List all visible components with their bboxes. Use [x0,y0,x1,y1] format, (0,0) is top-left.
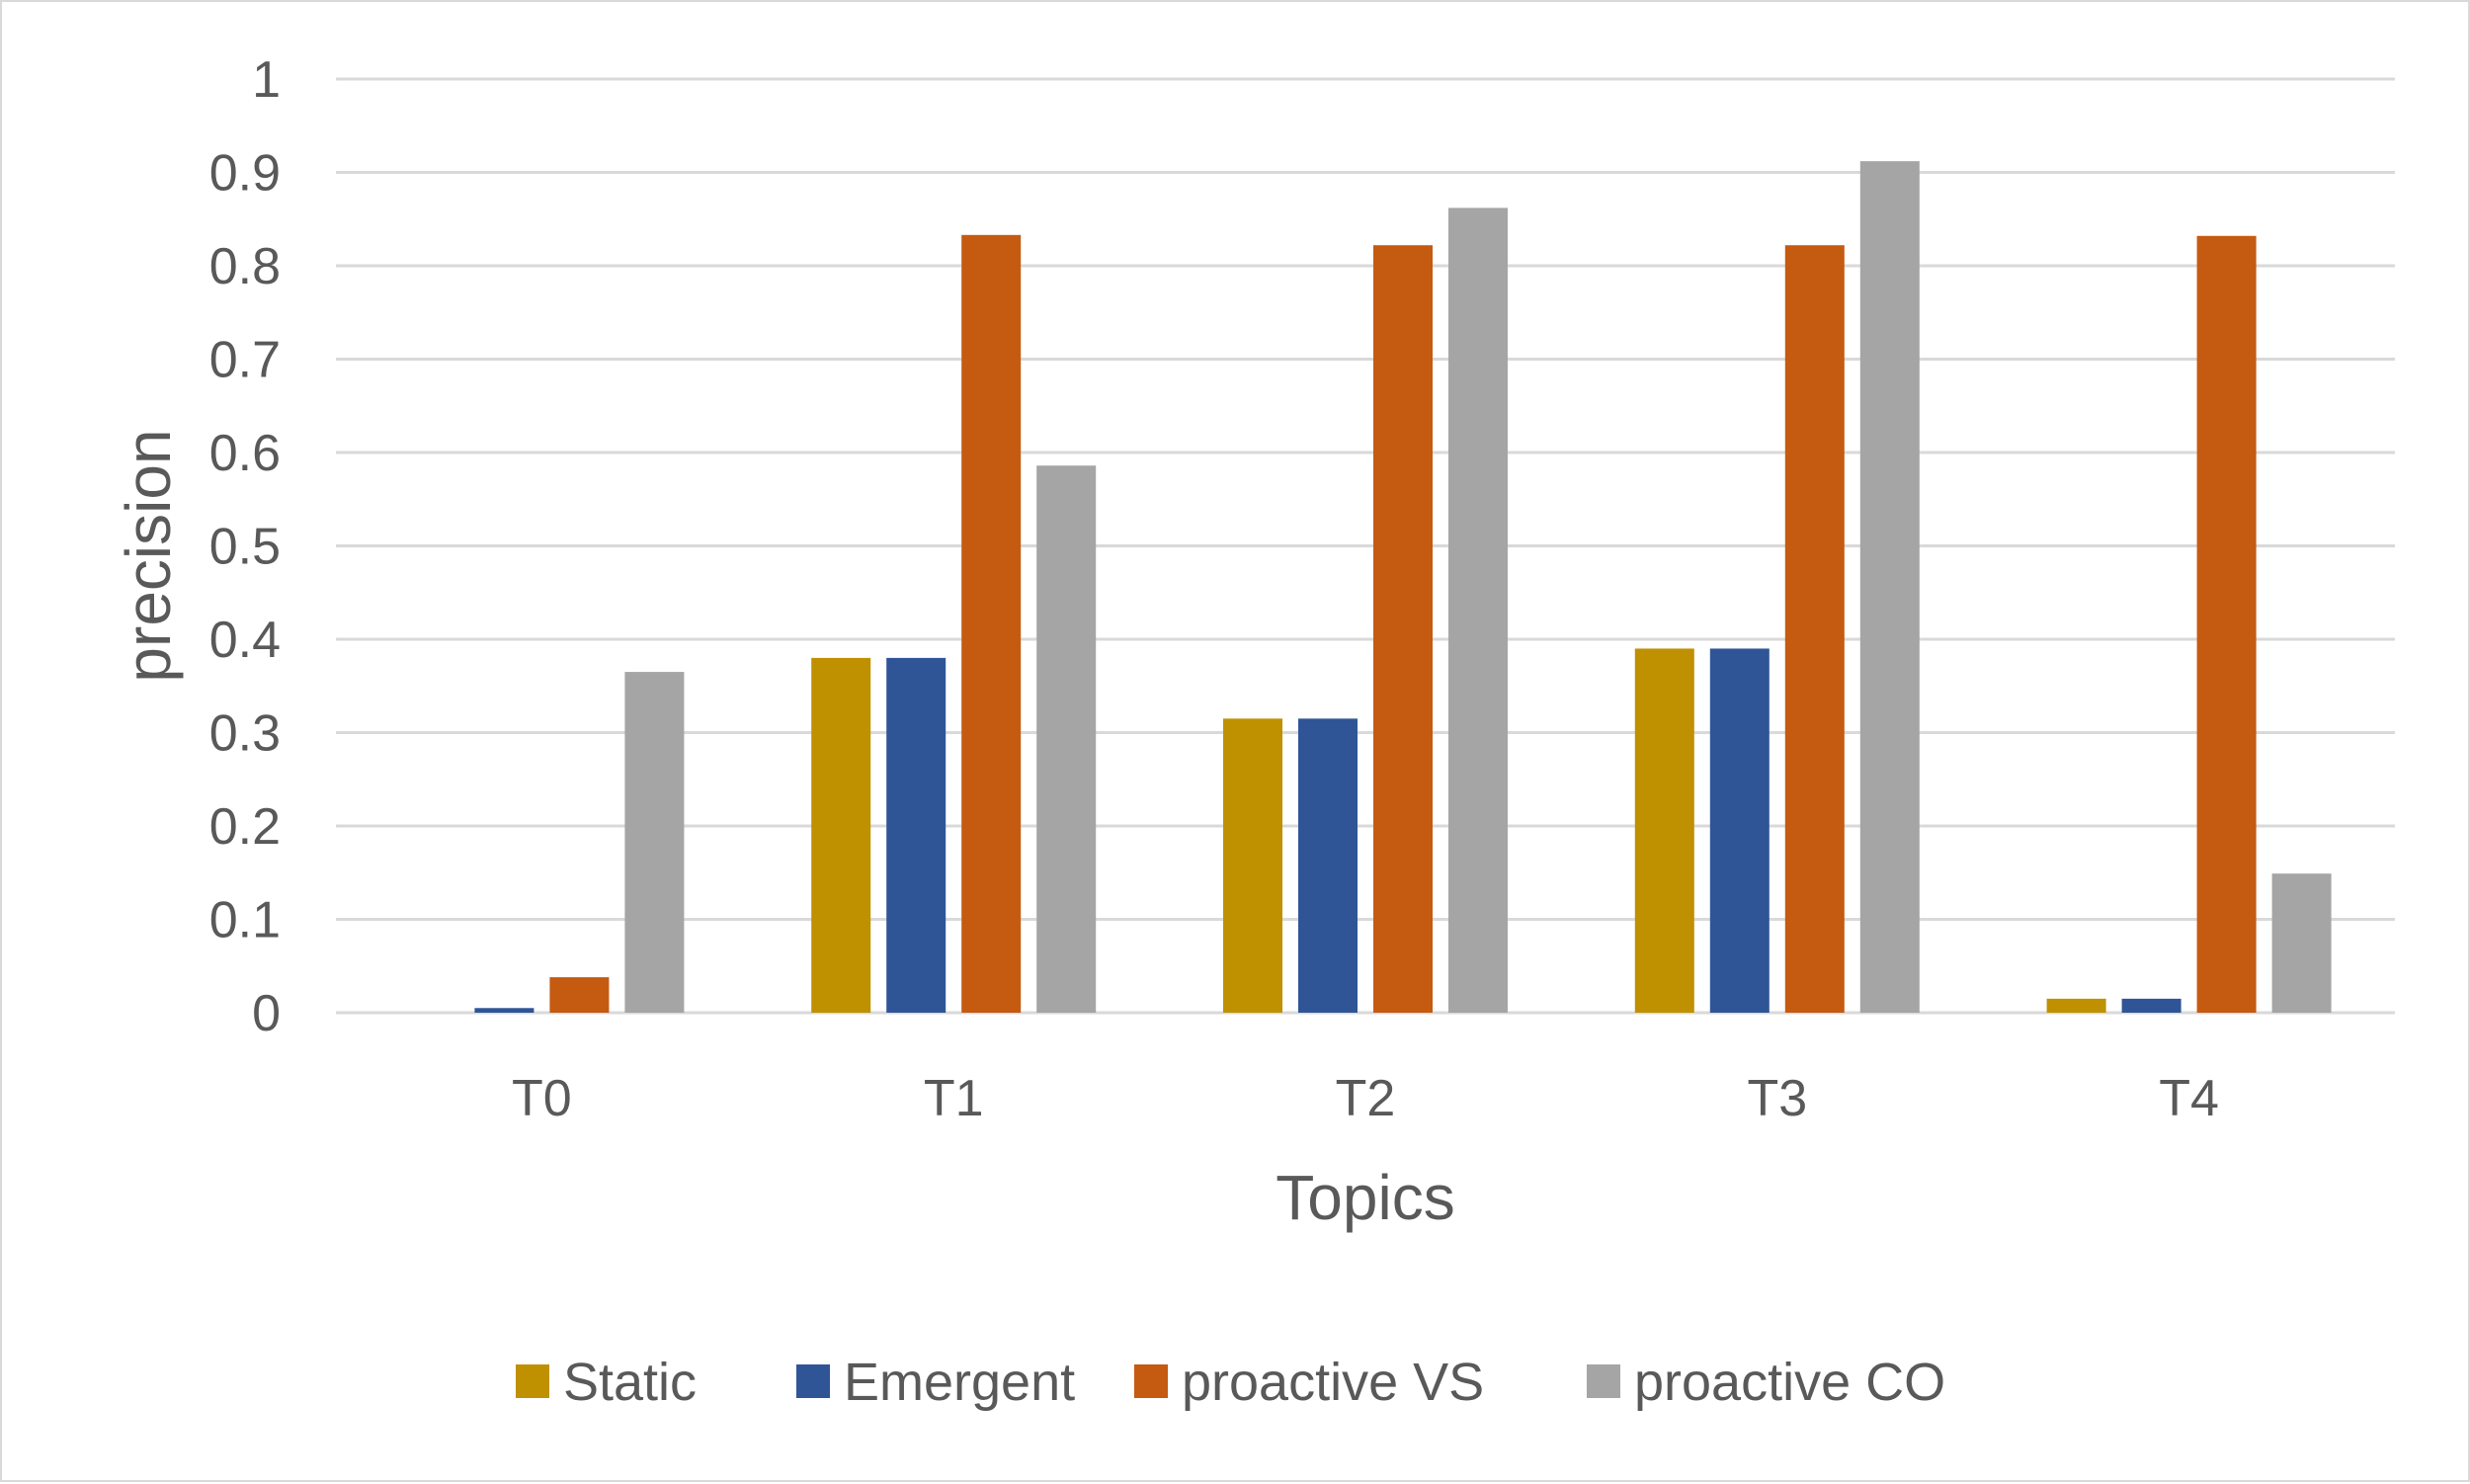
bar-proactive-co-t4 [2271,873,2332,1013]
legend-item-emergent: Emergent [796,1353,1075,1412]
y-tick-label: 0.5 [209,519,281,576]
bar-emergent-t2 [1298,718,1358,1013]
y-tick-label: 1 [252,51,281,109]
bar-proactive-vs-t4 [2196,235,2257,1013]
bar-static-t2 [1223,718,1282,1013]
bar-proactive-vs-t0 [549,977,610,1013]
bar-emergent-t3 [1709,648,1770,1013]
y-axis-ticks: 0 0.1 0.2 0.3 0.4 0.5 0.6 0.7 0.8 0.9 1 [209,51,281,1042]
legend-swatch [1134,1364,1168,1398]
legend-label: Emergent [844,1353,1075,1412]
y-tick-label: 0.8 [209,238,281,295]
y-tick-label: 0.2 [209,798,281,856]
legend-item-proactive-vs: proactive VS [1134,1353,1484,1412]
legend-swatch [1587,1364,1620,1398]
bar-proactive-co-t3 [1859,161,1920,1013]
x-tick-label: T4 [2159,1070,2219,1127]
bars [474,161,2332,1014]
bar-proactive-vs-t3 [1784,245,1845,1013]
bar-emergent-t4 [2121,998,2182,1013]
y-tick-label: 0.3 [209,705,281,763]
bar-static-t4 [2046,998,2106,1013]
legend-label: Static [563,1353,697,1412]
y-axis-title: precision [113,429,184,682]
x-tick-label: T0 [512,1070,572,1127]
bar-proactive-co-t0 [624,672,685,1013]
y-tick-label: 0.7 [209,332,281,389]
bar-proactive-vs-t1 [961,234,1022,1013]
bar-emergent-t0 [474,1008,535,1013]
bar-emergent-t1 [886,657,947,1013]
bar-static-t3 [1634,648,1694,1013]
x-tick-label: T3 [1747,1070,1807,1127]
legend: Static Emergent proactive VS proactive CO [516,1353,1945,1412]
x-tick-label: T1 [924,1070,984,1127]
legend-item-proactive-co: proactive CO [1587,1353,1945,1412]
legend-swatch [796,1364,830,1398]
x-axis-ticks: T0 T1 T2 T3 T4 [512,1070,2219,1127]
y-tick-label: 0.4 [209,612,281,669]
legend-label: proactive CO [1634,1353,1945,1412]
legend-label: proactive VS [1182,1353,1484,1412]
bar-proactive-vs-t2 [1373,245,1433,1013]
x-tick-label: T2 [1336,1070,1396,1127]
x-axis-title: Topics [1276,1162,1454,1233]
legend-swatch [516,1364,549,1398]
y-tick-label: 0.1 [209,892,281,949]
y-tick-label: 0.9 [209,145,281,203]
y-tick-label: 0 [252,985,281,1042]
legend-item-static: Static [516,1353,697,1412]
bar-proactive-co-t2 [1448,207,1508,1013]
bar-proactive-co-t1 [1036,465,1097,1014]
y-tick-label: 0.6 [209,425,281,482]
bar-static-t1 [811,657,871,1013]
